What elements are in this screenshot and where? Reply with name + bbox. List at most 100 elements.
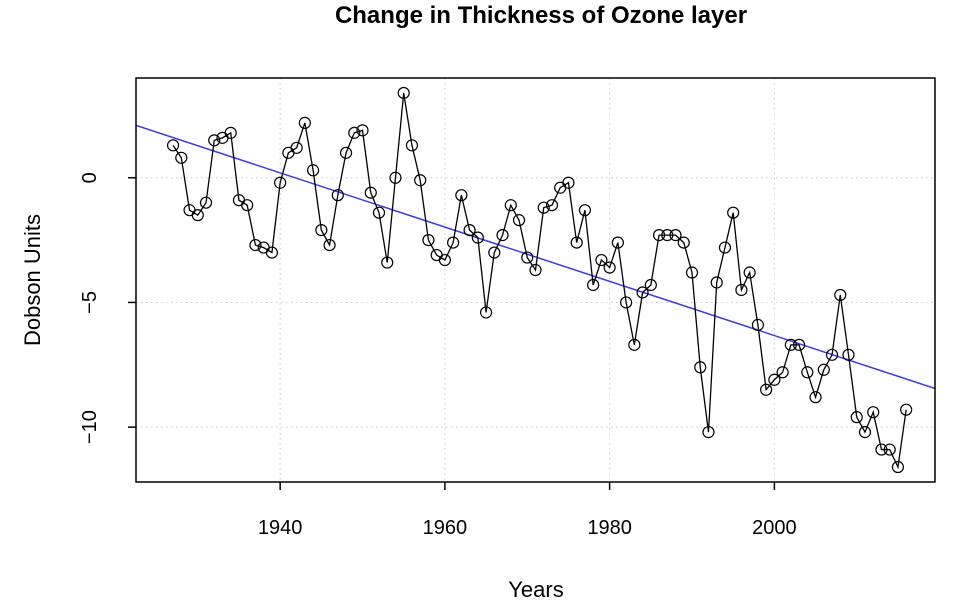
data-point <box>735 283 748 297</box>
data-point <box>760 383 773 396</box>
data-point <box>727 206 740 219</box>
data-point <box>521 251 534 264</box>
trend-line-group <box>135 124 936 390</box>
trend-line <box>135 124 936 390</box>
data-point <box>834 288 847 302</box>
data-point <box>405 139 419 152</box>
data-point <box>455 189 468 202</box>
data-point <box>842 348 855 361</box>
data-point <box>694 361 707 374</box>
x-tick-label: 1980 <box>587 517 632 539</box>
data-point <box>743 266 756 279</box>
data-point <box>628 338 641 351</box>
data-point <box>438 253 451 267</box>
data-point <box>331 189 344 202</box>
plot-area-border <box>135 77 936 483</box>
data-point <box>381 256 394 269</box>
x-tick-label: 1960 <box>423 517 468 539</box>
data-point <box>644 278 657 292</box>
data-point <box>191 209 204 222</box>
data-point <box>339 146 353 159</box>
data-point <box>224 126 237 139</box>
data-point <box>389 171 402 184</box>
data-point <box>545 199 559 212</box>
data-point <box>208 134 221 147</box>
data-point <box>661 229 674 242</box>
data-point <box>578 204 592 217</box>
y-axis: 0 −5 −10 <box>79 172 136 444</box>
data-point <box>298 116 311 129</box>
data-point <box>867 406 880 419</box>
data-point <box>364 186 377 199</box>
data-point <box>512 214 526 227</box>
data-point <box>751 318 765 331</box>
data-point <box>323 238 336 252</box>
grid-lines <box>136 78 935 482</box>
data-point <box>274 176 287 189</box>
data-point <box>702 426 715 439</box>
data-point <box>479 306 493 319</box>
chart-title: Change in Thickness of Ozone layer <box>335 2 747 29</box>
data-point <box>265 246 279 259</box>
data-point <box>414 174 427 187</box>
y-tick-label: −5 <box>79 291 101 314</box>
series-line <box>172 92 907 470</box>
data-point <box>537 201 550 214</box>
data-point <box>817 363 830 376</box>
data-point <box>792 338 806 351</box>
data-point <box>249 238 262 252</box>
data-point <box>496 229 509 242</box>
data-point <box>883 443 896 456</box>
data-point <box>652 229 666 242</box>
data-point <box>199 196 213 209</box>
data-point <box>397 86 410 100</box>
y-tick-label: −10 <box>79 410 101 444</box>
x-axis: 1940 1960 1980 2000 <box>258 482 797 539</box>
data-point <box>875 443 888 456</box>
data-point <box>315 224 328 237</box>
data-point <box>636 286 649 299</box>
x-tick-label: 2000 <box>752 517 797 539</box>
data-point <box>900 403 913 416</box>
data-point <box>784 338 797 351</box>
data-point <box>685 266 699 279</box>
data-point <box>669 229 682 242</box>
data-point <box>463 224 476 237</box>
data-point <box>488 246 501 259</box>
data-point <box>801 366 814 379</box>
data-point <box>595 253 608 267</box>
data-point <box>175 151 188 164</box>
data-point <box>768 373 781 386</box>
data-point <box>422 233 435 247</box>
data-point <box>611 236 624 249</box>
data-point <box>891 460 905 474</box>
data-point <box>850 411 863 424</box>
data-point <box>825 348 839 361</box>
data-point <box>620 296 633 309</box>
data-point <box>858 426 872 439</box>
data-point <box>504 199 517 212</box>
data-point <box>290 141 303 154</box>
data-point <box>587 278 600 292</box>
data-point <box>776 366 789 379</box>
data-point <box>809 391 822 404</box>
data-point <box>471 231 484 244</box>
data-point <box>677 236 690 249</box>
series-group <box>166 86 913 474</box>
data-point <box>710 276 723 289</box>
data-point <box>241 199 254 212</box>
data-point <box>306 164 320 177</box>
data-point <box>166 139 180 152</box>
y-axis-label: Dobson Units <box>20 214 45 346</box>
x-axis-label: Years <box>508 577 563 602</box>
data-point <box>372 206 386 219</box>
x-tick-label: 1940 <box>258 517 303 539</box>
data-point <box>447 236 460 249</box>
data-point <box>718 241 732 254</box>
data-point <box>348 126 361 139</box>
data-point <box>570 236 583 249</box>
data-point <box>603 261 616 274</box>
y-tick-label: 0 <box>79 172 101 183</box>
data-point <box>356 124 369 137</box>
